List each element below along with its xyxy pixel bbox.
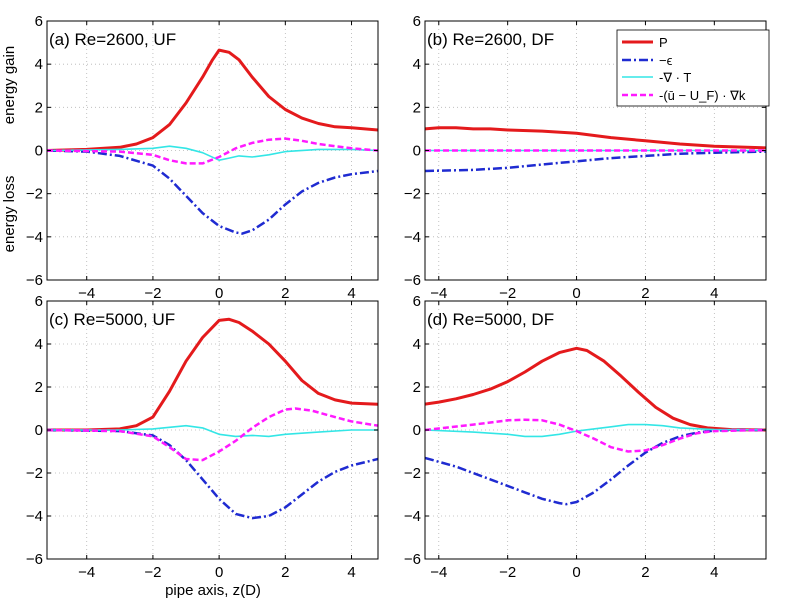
ytick-label: −6: [404, 272, 421, 289]
xtick-label: 2: [281, 564, 289, 581]
ytick-label: 2: [35, 99, 43, 116]
xtick-label: −2: [499, 285, 516, 302]
ytick-label: −6: [26, 272, 43, 289]
ytick-label: −2: [404, 186, 421, 203]
ytick-label: −6: [404, 551, 421, 568]
legend-label-adv: -(ū − U_F) · ∇k: [659, 88, 746, 103]
xtick-label: −4: [78, 285, 95, 302]
xtick-label: 4: [710, 564, 718, 581]
series-P-line: [425, 126, 766, 150]
ylabel-energy-loss: energy loss: [1, 176, 18, 253]
xtick-label: −2: [144, 285, 161, 302]
xtick-label: 4: [347, 285, 355, 302]
ytick-label: −2: [404, 465, 421, 482]
ytick-label: −4: [26, 508, 43, 525]
ylabel-energy-gain: energy gain: [1, 46, 18, 124]
ytick-label: 4: [413, 336, 421, 353]
xtick-label: 4: [710, 285, 718, 302]
series-adv-line: [47, 407, 378, 462]
panel-title: (d) Re=5000, DF: [427, 310, 554, 329]
series-T-line: [47, 424, 378, 438]
panel-a: −4 −2 0 2 4 −6 −4 −2 0 2 4 6 (a) Re=2600, UF: [26, 13, 379, 302]
legend-label-P: P: [659, 35, 668, 50]
ytick-label: 0: [35, 143, 43, 160]
xtick-label: −4: [78, 564, 95, 581]
series-T-line: [425, 423, 766, 438]
panel-title: (b) Re=2600, DF: [427, 30, 554, 49]
xtick-label: 0: [572, 564, 580, 581]
series-adv-line: [425, 418, 766, 453]
xtick-label: 4: [347, 564, 355, 581]
xtick-label: 2: [281, 285, 289, 302]
ytick-label: 6: [35, 13, 43, 30]
xlabel-pipe-axis: pipe axis, z(D): [165, 582, 261, 599]
series-eps-line: [47, 428, 378, 520]
ytick-label: 6: [413, 13, 421, 30]
xtick-label: 2: [641, 564, 649, 581]
ytick-label: −6: [26, 551, 43, 568]
series-P-line: [47, 317, 378, 432]
ytick-label: 4: [35, 56, 43, 73]
ytick-label: 6: [35, 293, 43, 310]
ytick-label: −4: [404, 229, 421, 246]
ytick-label: −4: [26, 229, 43, 246]
ytick-label: 0: [35, 422, 43, 439]
legend-label-eps: −ϵ: [659, 53, 673, 68]
xtick-label: 0: [572, 285, 580, 302]
xtick-label: 0: [215, 564, 223, 581]
panel-title: (a) Re=2600, UF: [49, 30, 176, 49]
ytick-label: 4: [35, 336, 43, 353]
ytick-label: −2: [26, 465, 43, 482]
ytick-label: 4: [413, 56, 421, 73]
ytick-label: 6: [413, 293, 421, 310]
xtick-label: −2: [499, 564, 516, 581]
series-eps-line: [425, 150, 766, 173]
ytick-label: 0: [413, 422, 421, 439]
panel-c: −4 −2 0 2 4 −6 −4 −2 0 2 4 6 (c) Re=5000, UF: [26, 293, 379, 581]
ytick-label: −4: [404, 508, 421, 525]
series-adv-line: [47, 137, 378, 165]
series-P-line: [425, 346, 766, 432]
ytick-label: 0: [413, 143, 421, 160]
series-P-line: [47, 48, 378, 152]
panel-title: (c) Re=5000, UF: [49, 310, 175, 329]
xtick-label: 2: [641, 285, 649, 302]
ytick-label: 2: [35, 379, 43, 396]
ytick-label: −2: [26, 186, 43, 203]
series-T-line: [47, 145, 378, 161]
series-eps-line: [425, 428, 766, 506]
ytick-label: 2: [413, 99, 421, 116]
xtick-label: −4: [430, 564, 447, 581]
panel-d: −4 −2 0 2 4 −6 −4 −2 0 2 4 6 (d) Re=5000, DF: [404, 293, 767, 581]
ytick-label: 2: [413, 379, 421, 396]
legend-label-T: -∇ · T: [659, 70, 691, 85]
xtick-label: −2: [144, 564, 161, 581]
xtick-label: 0: [215, 285, 223, 302]
xtick-label: −4: [430, 285, 447, 302]
legend: P −ϵ -∇ · T -(ū − U_F) · ∇k: [616, 29, 770, 107]
